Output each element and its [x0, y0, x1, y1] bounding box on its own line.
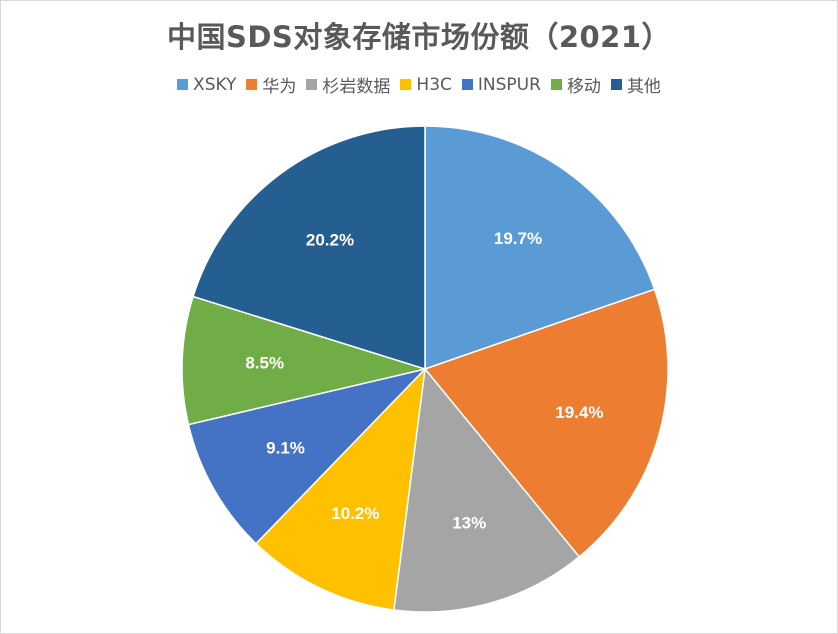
data-label: 13%	[452, 514, 486, 533]
legend-swatch	[550, 79, 562, 90]
pie-slice	[392, 367, 581, 613]
legend-item: 其他	[610, 72, 661, 97]
legend-swatch	[177, 79, 189, 90]
data-label: 9.1%	[266, 439, 305, 458]
pie-slice	[192, 125, 426, 371]
legend-item: 华为	[246, 72, 296, 97]
pie-slice	[423, 288, 669, 558]
legend-label: 其他	[626, 77, 661, 97]
legend-label: INSPUR	[477, 74, 541, 95]
legend-swatch	[400, 79, 412, 90]
legend-label: 华为	[262, 77, 297, 97]
legend-swatch	[306, 79, 318, 90]
legend-label: 杉岩数据	[322, 77, 391, 97]
data-label: 20.2%	[306, 230, 354, 249]
data-label: 8.5%	[245, 354, 284, 373]
pie-slice	[181, 295, 428, 426]
legend-label: 移动	[566, 77, 601, 97]
data-label: 19.7%	[494, 229, 542, 248]
legend-item: H3C	[400, 74, 452, 95]
legend-swatch	[461, 79, 473, 90]
chart-legend: XSKY 华为 杉岩数据 H3C INSPUR 移动 其他	[0, 72, 838, 97]
legend-item: INSPUR	[461, 74, 541, 95]
legend-label: H3C	[416, 74, 452, 95]
data-label: 19.4%	[555, 403, 603, 422]
pie-slice	[424, 125, 656, 371]
pie-slice	[254, 366, 427, 611]
legend-item: XSKY	[177, 75, 236, 95]
chart-title: 中国SDS对象存储市场份额（2021）	[166, 20, 672, 54]
legend-item: 移动	[550, 72, 601, 97]
pie-slice	[187, 367, 428, 545]
legend-label: XSKY	[193, 74, 237, 95]
legend-swatch	[246, 79, 258, 90]
legend-item: 杉岩数据	[306, 72, 390, 97]
legend-swatch	[610, 79, 622, 90]
data-label: 10.2%	[331, 504, 379, 523]
